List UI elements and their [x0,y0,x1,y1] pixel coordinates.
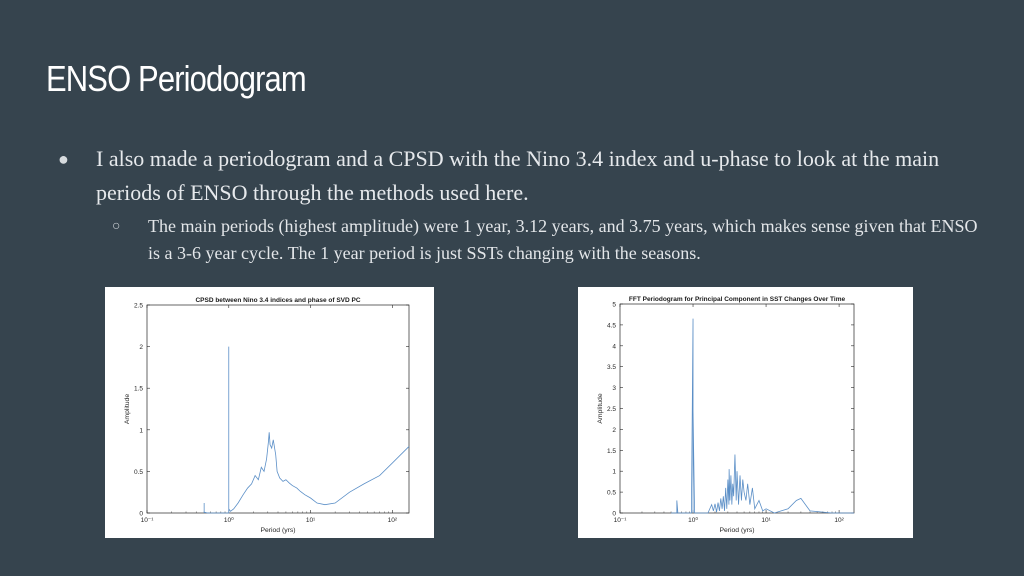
y-tick-label: 2.5 [607,406,616,413]
x-tick-label: 10² [834,517,844,524]
bullet-text: I also made a periodogram and a CPSD wit… [96,146,940,205]
x-tick-label: 10¹ [761,517,771,524]
y-tick-label: 0.5 [607,490,616,497]
y-tick-label: 0 [612,511,616,518]
x-tick-label: 10⁰ [688,516,698,524]
data-series-line [671,318,854,514]
y-tick-label: 1 [612,469,616,476]
data-series-line [203,346,410,514]
y-tick-label: 3 [612,385,616,392]
x-axis-label: Period (yrs) [260,527,295,534]
cpsd-chart-panel: 0 0.5 1 1.5 2 2.5 10⁻¹ 10⁰ 10¹ 10² CPSD between Ni… [105,287,434,538]
y-tick-label: 2 [612,427,616,434]
chart-title: CPSD between Nino 3.4 indices and phase … [195,297,360,304]
x-tick-label: 10⁻¹ [614,517,628,524]
y-axis-label: Amplitude [124,394,131,424]
y-tick-label: 3.5 [607,364,616,371]
y-tick-label: 2.5 [134,303,143,310]
y-tick-label: 0 [139,511,143,518]
y-tick-label: 0.5 [134,469,143,476]
y-tick-label: 1.5 [607,448,616,455]
y-tick-label: 1 [139,427,143,434]
y-tick-label: 4 [612,343,616,350]
fft-periodogram-chart: 0 0.5 1 1.5 2 2.5 3 3.5 4 4.5 5 10⁻¹ 10⁰ 10¹ 10² FFT Pe… [597,296,855,534]
x-axis-label: Period (yrs) [719,527,754,534]
sub-bullet-item: ○ The main periods (highest amplitude) w… [58,213,978,267]
x-tick-label: 10² [388,517,398,524]
cpsd-chart: 0 0.5 1 1.5 2 2.5 10⁻¹ 10⁰ 10¹ 10² CPSD between Ni… [124,297,410,534]
bullet-item: ● I also made a periodogram and a CPSD w… [58,142,978,210]
slide-title: ENSO Periodogram [46,58,307,99]
y-tick-label: 5 [612,302,616,309]
sub-bullet-text: The main periods (highest amplitude) wer… [148,216,978,263]
chart-title: FFT Periodogram for Principal Component … [629,296,846,303]
plot-area [146,304,410,514]
y-tick-label: 1.5 [134,386,143,393]
filled-bullet-icon: ● [58,149,69,169]
hollow-bullet-icon: ○ [112,219,121,234]
x-tick-label: 10⁻¹ [141,517,155,524]
y-tick-label: 2 [139,344,143,351]
x-tick-label: 10⁰ [224,516,234,524]
y-tick-label: 4.5 [607,322,616,329]
y-axis-label: Amplitude [597,393,604,423]
bullet-list: ● I also made a periodogram and a CPSD w… [58,142,978,267]
x-tick-label: 10¹ [306,517,316,524]
fft-chart-panel: 0 0.5 1 1.5 2 2.5 3 3.5 4 4.5 5 10⁻¹ 10⁰ 10¹ 10² FFT Pe… [578,287,913,538]
